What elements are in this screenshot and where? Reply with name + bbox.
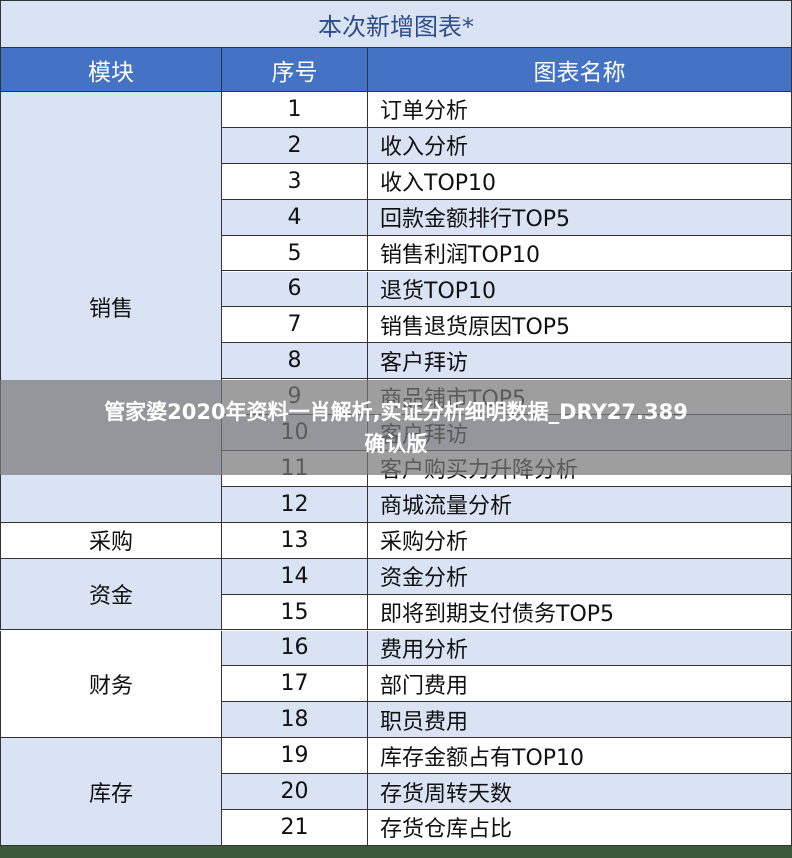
chart-name: 销售利润TOP10 — [368, 235, 792, 272]
table-title: 本次新增图表* — [0, 0, 792, 48]
column-header: 序号 — [222, 48, 368, 92]
chart-name: 资金分析 — [368, 558, 792, 595]
row-number: 18 — [222, 702, 368, 739]
chart-name: 订单分析 — [368, 92, 792, 128]
chart-name: 销售退货原因TOP5 — [368, 307, 792, 344]
row-number: 20 — [222, 774, 368, 810]
chart-name: 回款金额排行TOP5 — [368, 199, 792, 236]
module-name: 库存 — [0, 738, 222, 846]
row-number: 8 — [222, 343, 368, 380]
row-number: 19 — [222, 738, 368, 775]
row-number: 17 — [222, 666, 368, 703]
bottom-strip — [0, 846, 792, 858]
row-number: 1 — [222, 92, 368, 128]
row-number: 5 — [222, 235, 368, 272]
row-number: 3 — [222, 163, 368, 200]
watermark-text: 确认版 — [364, 431, 428, 456]
row-number: 21 — [222, 810, 368, 846]
row-number: 2 — [222, 127, 368, 164]
chart-name: 采购分析 — [368, 522, 792, 559]
row-number: 16 — [222, 630, 368, 667]
chart-name: 存货仓库占比 — [368, 810, 792, 846]
row-number: 6 — [222, 271, 368, 308]
chart-name: 即将到期支付债务TOP5 — [368, 594, 792, 631]
chart-name: 收入TOP10 — [368, 163, 792, 200]
chart-name: 职员费用 — [368, 702, 792, 739]
chart-name: 客户拜访 — [368, 343, 792, 380]
row-number: 13 — [222, 522, 368, 559]
row-number: 12 — [222, 486, 368, 523]
chart-name: 部门费用 — [368, 666, 792, 703]
watermark-banner: 管家婆2020年资料一肖解析,实证分析细明数据_DRY27.389 确认版 — [0, 380, 792, 475]
module-name: 财务 — [0, 630, 222, 739]
column-header: 图表名称 — [368, 48, 792, 92]
chart-name: 存货周转天数 — [368, 774, 792, 810]
row-number: 15 — [222, 594, 368, 631]
chart-name: 退货TOP10 — [368, 271, 792, 308]
module-name: 采购 — [0, 522, 222, 559]
chart-name: 库存金额占有TOP10 — [368, 738, 792, 775]
chart-name: 费用分析 — [368, 630, 792, 667]
module-name: 资金 — [0, 558, 222, 631]
chart-name: 商城流量分析 — [368, 486, 792, 523]
row-number: 7 — [222, 307, 368, 344]
column-header: 模块 — [0, 48, 222, 92]
row-number: 14 — [222, 558, 368, 595]
row-number: 4 — [222, 199, 368, 236]
watermark-text: 管家婆2020年资料一肖解析,实证分析细明数据_DRY27.389 — [104, 399, 688, 424]
chart-name: 收入分析 — [368, 127, 792, 164]
